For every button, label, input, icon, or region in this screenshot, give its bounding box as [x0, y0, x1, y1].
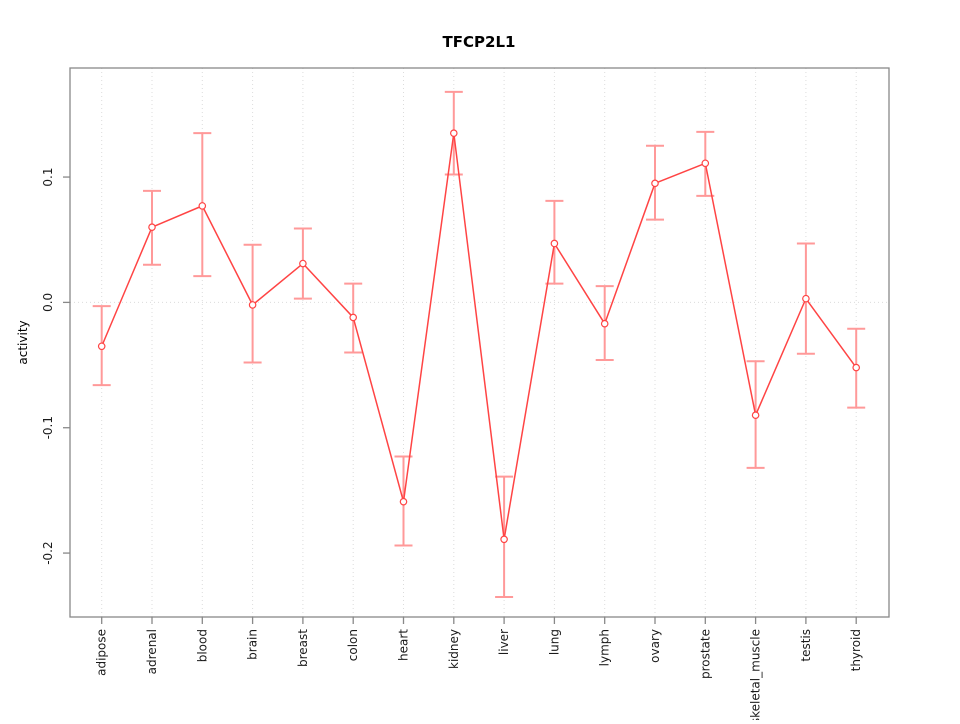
data-point: [852, 363, 861, 372]
data-point: [500, 535, 508, 544]
data-point: [550, 239, 559, 248]
x-tick-label: heart: [397, 629, 411, 661]
x-tick-label: adrenal: [145, 629, 159, 674]
x-tick-label: lung: [547, 629, 561, 655]
x-tick-label: brain: [246, 629, 260, 660]
x-tick-label: testis: [799, 629, 813, 662]
plot-box: [69, 67, 890, 618]
data-point: [148, 223, 156, 231]
x-tick-label: thyroid: [849, 629, 863, 671]
data-point: [97, 342, 106, 351]
data-point: [651, 179, 659, 188]
data-point: [299, 259, 307, 268]
data-point: [248, 301, 257, 309]
x-tick-label: lymph: [598, 629, 612, 666]
x-tick-label: kidney: [447, 629, 461, 669]
data-point: [600, 319, 609, 328]
y-tick-label: -0.1: [41, 416, 55, 439]
data-point: [701, 159, 710, 168]
y-tick-label: -0.2: [41, 541, 55, 564]
data-point: [449, 129, 458, 137]
x-tick-label: blood: [195, 629, 209, 662]
x-tick-label: ovary: [648, 629, 662, 663]
series-line: [101, 132, 857, 541]
x-tick-label: prostate: [698, 629, 712, 679]
data-point: [349, 313, 358, 322]
y-axis-label: activity: [16, 320, 30, 364]
data-point: [751, 411, 760, 419]
y-tick-label: 0.1: [41, 168, 55, 187]
data-point: [399, 497, 408, 506]
x-tick-label: skeletal_muscle: [749, 629, 763, 720]
data-point: [802, 294, 810, 303]
x-tick-label: liver: [497, 629, 511, 655]
x-tick-label: adipose: [95, 629, 109, 676]
data-point: [198, 202, 207, 210]
plot-area: -0.2 -0.1 0.0 0.1 adipose adrenal blood brain br…: [41, 67, 890, 724]
y-tick-label: 0.0: [41, 293, 55, 312]
chart-title: TFCP2L1: [443, 33, 516, 51]
x-tick-label: breast: [296, 629, 310, 667]
x-tick-label: colon: [346, 629, 360, 661]
